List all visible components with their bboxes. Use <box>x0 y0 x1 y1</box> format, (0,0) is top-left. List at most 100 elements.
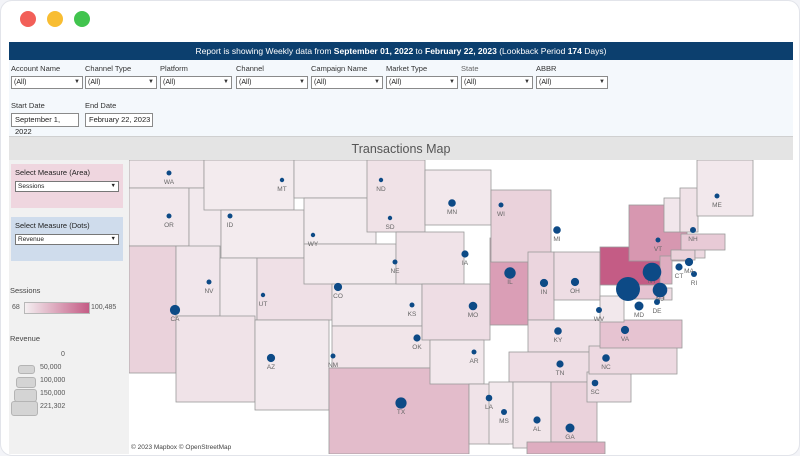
state-mi[interactable] <box>490 189 552 263</box>
revenue-dot-il[interactable] <box>504 267 516 279</box>
area-measure-panel: Select Measure (Area) Sessions ▼ <box>11 164 123 208</box>
revenue-dot-ct[interactable] <box>675 263 683 271</box>
revenue-dot-tx[interactable] <box>395 397 407 409</box>
state-ma[interactable] <box>680 233 726 251</box>
revenue-dot-vt[interactable] <box>655 237 661 243</box>
revenue-dot-sc[interactable] <box>591 379 599 387</box>
start-date-input[interactable]: September 1, 2022 <box>11 113 79 136</box>
state-sc[interactable] <box>586 371 632 403</box>
us-map[interactable]: WA OR CA ID NV MT WY UT AZ CO NM ND SD NE KS OK TX MN IA MO… <box>129 160 793 454</box>
state-mo[interactable] <box>421 283 491 341</box>
revenue-dot-ut[interactable] <box>260 292 266 298</box>
revenue-dot-mi[interactable] <box>553 226 561 234</box>
state-mt[interactable] <box>203 160 295 211</box>
state-nv[interactable] <box>175 245 221 317</box>
revenue-dot-ca[interactable] <box>169 304 181 316</box>
revenue-dot-wi[interactable] <box>498 202 504 208</box>
revenue-dot-ks[interactable] <box>409 302 415 308</box>
area-measure-select[interactable]: Sessions ▼ <box>15 181 119 192</box>
revenue-dot-ms[interactable] <box>501 409 507 415</box>
revenue-dot-ia[interactable] <box>461 250 469 258</box>
revenue-dot-nv[interactable] <box>206 279 212 285</box>
revenue-dot-pa[interactable] <box>616 277 640 301</box>
revenue-dot-nh[interactable] <box>690 227 696 233</box>
revenue-dot-az[interactable] <box>266 353 276 363</box>
state-al[interactable] <box>512 381 552 449</box>
state-ia[interactable] <box>395 231 465 285</box>
platform-select[interactable]: (All) ▼ <box>160 76 232 89</box>
chevron-down-icon: ▼ <box>524 79 530 85</box>
state-ms[interactable] <box>488 381 514 445</box>
state-label-nc: NC <box>601 364 611 371</box>
state-or[interactable] <box>129 187 190 247</box>
revenue-dot-la[interactable] <box>485 394 493 402</box>
revenue-dot-or[interactable] <box>166 213 172 219</box>
state-nd[interactable] <box>293 160 370 199</box>
transactions-map[interactable]: WA OR CA ID NV MT WY UT AZ CO NM ND SD NE KS OK TX MN IA MO… <box>129 160 793 454</box>
state-me[interactable] <box>696 160 754 217</box>
channel-select[interactable]: (All) ▼ <box>236 76 308 89</box>
revenue-dot-ny[interactable] <box>642 262 662 282</box>
state-ut[interactable] <box>219 257 258 321</box>
end-date-input[interactable]: February 22, 2023 <box>85 113 153 127</box>
state-nm[interactable] <box>254 319 330 411</box>
abbr-select[interactable]: (All) ▼ <box>536 76 608 89</box>
state-ne[interactable] <box>303 243 397 285</box>
revenue-dot-wv[interactable] <box>596 307 602 313</box>
revenue-dot-in[interactable] <box>539 278 549 288</box>
revenue-dot-nj[interactable] <box>652 282 668 298</box>
state-label-wv: WV <box>594 316 605 323</box>
banner-end-date: February 22, 2023 <box>425 46 497 56</box>
state-ar[interactable] <box>429 339 485 385</box>
revenue-dot-nm[interactable] <box>330 353 336 359</box>
state-ca[interactable] <box>129 245 177 374</box>
campaign-name-select[interactable]: (All) ▼ <box>311 76 383 89</box>
revenue-dot-id[interactable] <box>227 213 233 219</box>
state-label-la: LA <box>485 404 494 411</box>
revenue-dot-de[interactable] <box>654 299 660 305</box>
revenue-dot-ri[interactable] <box>691 271 697 277</box>
state-in[interactable] <box>527 251 555 321</box>
state-wy[interactable] <box>220 209 305 259</box>
minimize-window-button[interactable] <box>47 11 63 27</box>
state-ct[interactable] <box>670 249 696 261</box>
state-sd[interactable] <box>303 197 377 245</box>
revenue-dot-co[interactable] <box>333 282 343 292</box>
revenue-dot-md[interactable] <box>634 301 644 311</box>
revenue-dot-oh[interactable] <box>570 277 580 287</box>
revenue-dot-mo[interactable] <box>468 301 478 311</box>
state-wi[interactable] <box>424 169 492 226</box>
dots-measure-select[interactable]: Revenue ▼ <box>15 234 119 245</box>
state-ks[interactable] <box>331 283 423 327</box>
revenue-dot-ok[interactable] <box>413 334 421 342</box>
revenue-dot-ne[interactable] <box>392 259 398 265</box>
revenue-dot-al[interactable] <box>533 416 541 424</box>
revenue-dot-wy[interactable] <box>310 232 316 238</box>
revenue-dot-ma[interactable] <box>684 257 694 267</box>
close-window-button[interactable] <box>20 11 36 27</box>
market-type-select[interactable]: (All) ▼ <box>386 76 458 89</box>
revenue-dot-wa[interactable] <box>166 170 172 176</box>
account-name-select[interactable]: (All) ▼ <box>11 76 83 89</box>
revenue-dot-ky[interactable] <box>554 327 562 335</box>
revenue-dot-nc[interactable] <box>602 354 610 362</box>
revenue-dot-nd[interactable] <box>378 177 384 183</box>
revenue-dot-sd[interactable] <box>387 215 393 221</box>
state-select[interactable]: (All) ▼ <box>461 76 533 89</box>
revenue-dot-mt[interactable] <box>279 177 285 183</box>
state-nh[interactable] <box>679 187 699 233</box>
state-fl[interactable] <box>526 441 606 454</box>
maximize-window-button[interactable] <box>74 11 90 27</box>
revenue-dot-ar[interactable] <box>471 349 477 355</box>
revenue-dot-tn[interactable] <box>556 360 564 368</box>
state-nj[interactable] <box>659 255 673 285</box>
revenue-dot-va[interactable] <box>620 325 630 335</box>
state-mn[interactable] <box>366 160 426 233</box>
channel-type-select[interactable]: (All) ▼ <box>85 76 157 89</box>
state-vt[interactable] <box>663 197 681 233</box>
revenue-dot-mn[interactable] <box>448 199 456 207</box>
state-az[interactable] <box>175 315 256 403</box>
revenue-dot-ga[interactable] <box>565 423 575 433</box>
revenue-dot-me[interactable] <box>714 193 720 199</box>
state-va[interactable] <box>599 319 683 349</box>
